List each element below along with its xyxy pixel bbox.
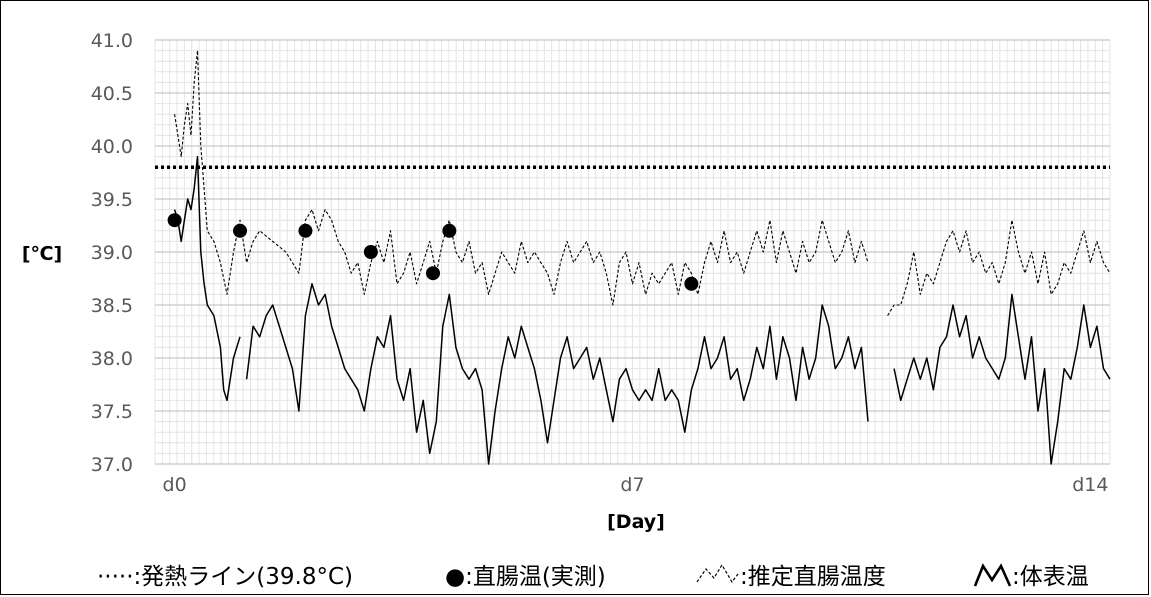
legend-surface-temp: :体表温 [1012, 564, 1089, 590]
rectal-measured-point [363, 245, 378, 259]
surface-temp-line [173, 155, 241, 402]
y-tick-label: 38.0 [91, 348, 133, 370]
rectal-measured-point [167, 213, 182, 228]
y-axis-title: [℃] [22, 243, 62, 265]
series-surface-temp [173, 155, 1111, 465]
y-tick-label: 38.5 [91, 295, 133, 317]
major-grid [155, 39, 1110, 465]
legend-solid-line-icon [973, 563, 1012, 587]
y-tick-label: 39.0 [91, 242, 133, 264]
y-tick-labels: 37.0 37.5 38.0 38.5 39.0 39.5 40.0 40.5 41.0 [91, 30, 133, 476]
series-estimated-rectal-temp [174, 50, 1111, 316]
series-rectal-measured [167, 213, 699, 291]
estimated-rectal-line [174, 50, 869, 306]
y-tick-label: 41.0 [91, 30, 133, 52]
y-tick-label: 40.0 [91, 136, 133, 158]
estimated-rectal-line [887, 219, 1111, 316]
x-tick-label: d0 [163, 474, 187, 496]
x-tick-label: d14 [1072, 474, 1108, 496]
rectal-measured-point [684, 276, 699, 291]
legend-estimated-rectal: :推定直腸温度 [740, 564, 886, 590]
y-tick-label: 39.5 [91, 189, 133, 211]
y-tick-label: 37.5 [91, 401, 133, 423]
rectal-measured-point [425, 266, 440, 281]
legend-rectal-measured: ●:直腸温(実測) [445, 564, 606, 590]
x-tick-label: d7 [620, 474, 644, 496]
legend-dashed-line-icon [696, 563, 739, 584]
x-tick-labels: d0 d7 d14 [163, 474, 1109, 496]
y-tick-label: 37.0 [91, 454, 133, 476]
legend-fever-line: ·····:発熱ライン(39.8°C) [97, 564, 353, 590]
rectal-measured-point [233, 223, 248, 238]
rectal-measured-point [298, 223, 313, 238]
x-axis-title: [Day] [607, 511, 665, 533]
rectal-measured-point [442, 223, 457, 238]
surface-temp-line [893, 293, 1111, 465]
legend: ·····:発熱ライン(39.8°C) ●:直腸温(実測) :推定直腸温度 :体… [97, 563, 1089, 590]
y-tick-label: 40.5 [91, 83, 133, 105]
surface-temp-line [245, 283, 869, 465]
